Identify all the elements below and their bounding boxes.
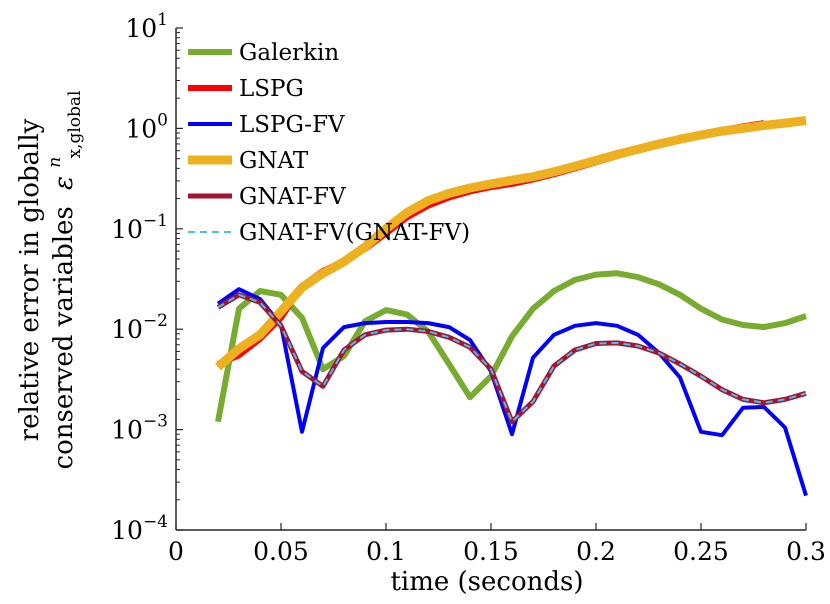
series-line-gnat-fv-gnat-fv (217, 293, 807, 423)
tick-labels: 0 0.05 0.1 0.15 0.2 0.25 0.3 101 100 10−1 10−2 10−3… (111, 10, 826, 566)
plot-area (176, 28, 806, 530)
series-line-lspg-fv (216, 287, 808, 497)
legend-label-galerkin: Galerkin (239, 40, 339, 66)
legend-label-gnat-fv: GNAT-FV (239, 184, 346, 210)
legend-label-gnat-fv-gnat-fv: GNAT-FV(GNAT-FV) (239, 220, 470, 246)
y-axis-label-symbol: ε (49, 176, 79, 190)
x-tick-label: 0.3 (786, 537, 826, 566)
axes (175, 27, 807, 531)
x-axis-label: time (seconds) (390, 567, 583, 597)
y-tick-label: 10−2 (111, 311, 168, 344)
y-axis-label-line2: conserved variables ε n x,global (37, 91, 85, 470)
x-tick-label: 0.25 (673, 537, 729, 566)
plot-background (176, 28, 806, 530)
y-axis-label: relative error in globally conserved var… (15, 91, 85, 470)
y-tick-label: 10−3 (111, 412, 168, 445)
series-line-galerkin (215, 270, 807, 423)
series-layer (215, 116, 808, 497)
x-tick-label: 0.1 (366, 537, 406, 566)
legend-label-lspg: LSPG (239, 76, 304, 102)
y-axis-label-line1: relative error in globally (15, 118, 45, 441)
x-tick-label: 0.2 (576, 537, 616, 566)
y-axis-label-text: conserved variables (49, 206, 79, 469)
x-tick-label: 0.15 (463, 537, 519, 566)
y-tick-label: 101 (125, 10, 168, 43)
legend: Galerkin LSPG LSPG-FV GNAT GNAT-FV GNAT-FV(GN… (188, 40, 470, 246)
x-tick-label: 0.05 (253, 537, 309, 566)
x-tick-label: 0 (168, 537, 184, 566)
y-tick-label: 10−1 (111, 211, 168, 244)
series-line-gnat (215, 116, 807, 371)
y-axis-label-superscript: n (45, 157, 65, 168)
y-tick-label: 100 (125, 110, 168, 143)
y-axis-label-subscript: x,global (65, 91, 85, 159)
series-group (215, 116, 808, 497)
y-tick-label: 10−4 (111, 512, 168, 545)
legend-label-gnat: GNAT (239, 148, 309, 174)
legend-label-lspg-fv: LSPG-FV (239, 112, 345, 138)
